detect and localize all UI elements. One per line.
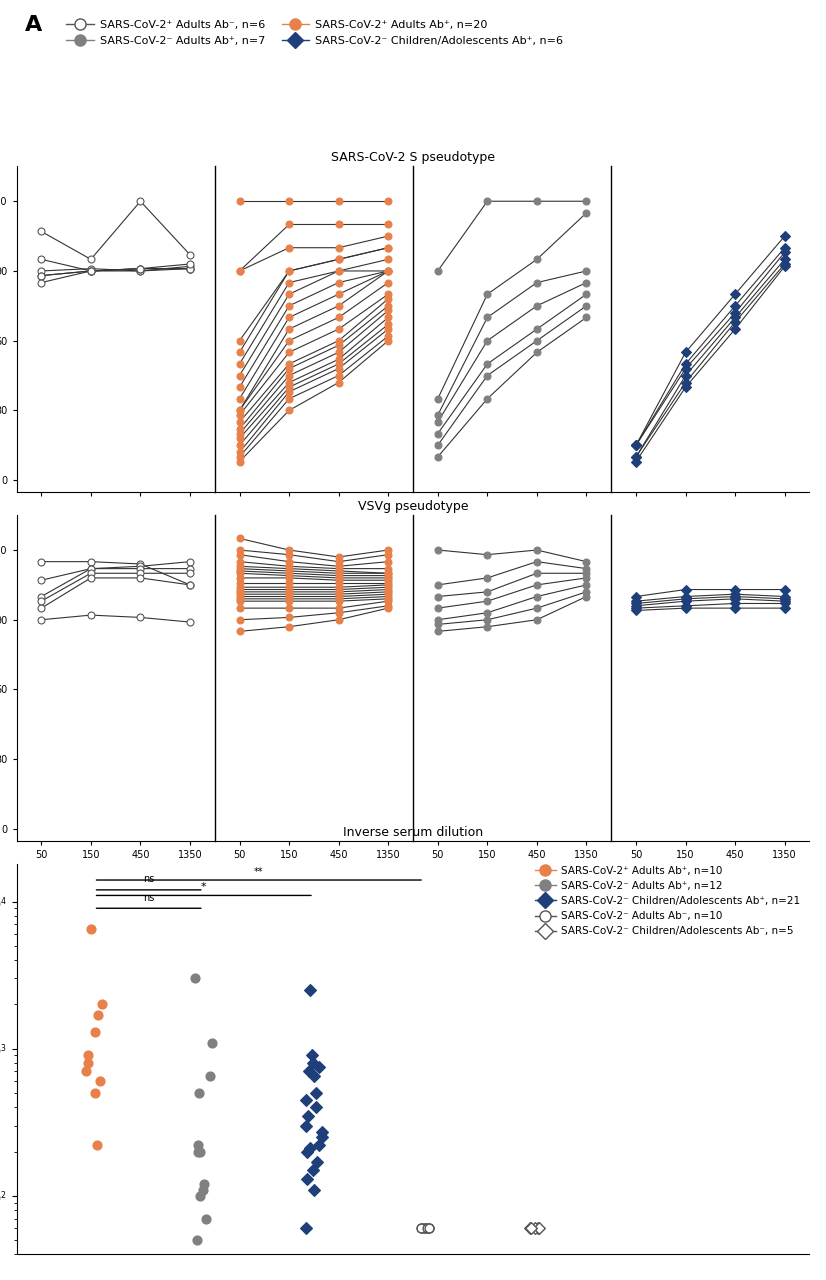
Point xyxy=(523,1219,536,1239)
Point xyxy=(300,1115,313,1135)
Point xyxy=(206,1033,219,1053)
Point xyxy=(525,1219,538,1239)
Point xyxy=(193,1185,206,1206)
Point xyxy=(95,995,108,1015)
Point xyxy=(199,1208,212,1229)
Point xyxy=(423,1219,436,1239)
Point xyxy=(299,1219,312,1239)
Point xyxy=(299,1089,312,1110)
Legend: SARS-CoV-2⁺ Adults Ab⁻, n=6, SARS-CoV-2⁻ Adults Ab⁺, n=7, SARS-CoV-2⁺ Adults Ab⁺: SARS-CoV-2⁺ Adults Ab⁻, n=6, SARS-CoV-2⁻… xyxy=(62,15,567,50)
Point xyxy=(191,1230,204,1251)
Point xyxy=(85,919,98,940)
Point xyxy=(81,1052,94,1073)
Point xyxy=(81,1046,94,1066)
Point xyxy=(304,980,317,1001)
Point xyxy=(192,1083,206,1103)
Point xyxy=(418,1219,431,1239)
Text: ns: ns xyxy=(143,893,154,904)
Point xyxy=(532,1219,545,1239)
Point xyxy=(316,1123,329,1143)
Text: *: * xyxy=(201,882,206,892)
Point xyxy=(415,1219,428,1239)
Point xyxy=(79,1061,93,1082)
Point xyxy=(192,1135,205,1156)
Point xyxy=(532,1219,545,1239)
Point xyxy=(91,1135,104,1156)
Point xyxy=(422,1219,435,1239)
Point xyxy=(414,1219,427,1239)
Text: Inverse serum dilution: Inverse serum dilution xyxy=(343,826,483,838)
Point xyxy=(306,1160,320,1180)
Point xyxy=(312,1057,325,1078)
Point xyxy=(203,1066,216,1087)
Point xyxy=(188,968,202,988)
Point xyxy=(88,1021,102,1042)
Point xyxy=(196,1179,209,1199)
Point xyxy=(311,1152,324,1172)
Point xyxy=(300,1142,313,1162)
Point xyxy=(305,1046,318,1066)
Point xyxy=(316,1128,329,1148)
Point xyxy=(420,1219,434,1239)
Point xyxy=(307,1179,320,1199)
Text: ns: ns xyxy=(143,874,154,883)
Point xyxy=(420,1219,433,1239)
Point xyxy=(88,1083,102,1103)
Point xyxy=(197,1174,211,1194)
Point xyxy=(309,1097,322,1117)
Point xyxy=(307,1066,320,1087)
Point xyxy=(302,1061,316,1082)
Point xyxy=(304,1138,317,1158)
Point xyxy=(301,1106,315,1126)
Point xyxy=(313,1135,326,1156)
Point xyxy=(422,1219,435,1239)
Point xyxy=(91,1005,104,1025)
Title: SARS-CoV-2 S pseudotype: SARS-CoV-2 S pseudotype xyxy=(331,151,495,164)
Legend: SARS-CoV-2⁺ Adults Ab⁺, n=10, SARS-CoV-2⁻ Adults Ab⁺, n=12, SARS-CoV-2⁻ Children: SARS-CoV-2⁺ Adults Ab⁺, n=10, SARS-CoV-2… xyxy=(531,861,805,941)
Point xyxy=(306,1052,320,1073)
Point xyxy=(418,1219,431,1239)
Point xyxy=(529,1219,542,1239)
Point xyxy=(193,1142,206,1162)
Title: VSVg pseudotype: VSVg pseudotype xyxy=(358,499,468,512)
Point xyxy=(301,1169,314,1189)
Point xyxy=(309,1083,322,1103)
Point xyxy=(93,1071,107,1092)
Text: A: A xyxy=(25,15,41,36)
Text: **: ** xyxy=(254,867,263,877)
Point xyxy=(415,1219,429,1239)
Point xyxy=(192,1142,205,1162)
